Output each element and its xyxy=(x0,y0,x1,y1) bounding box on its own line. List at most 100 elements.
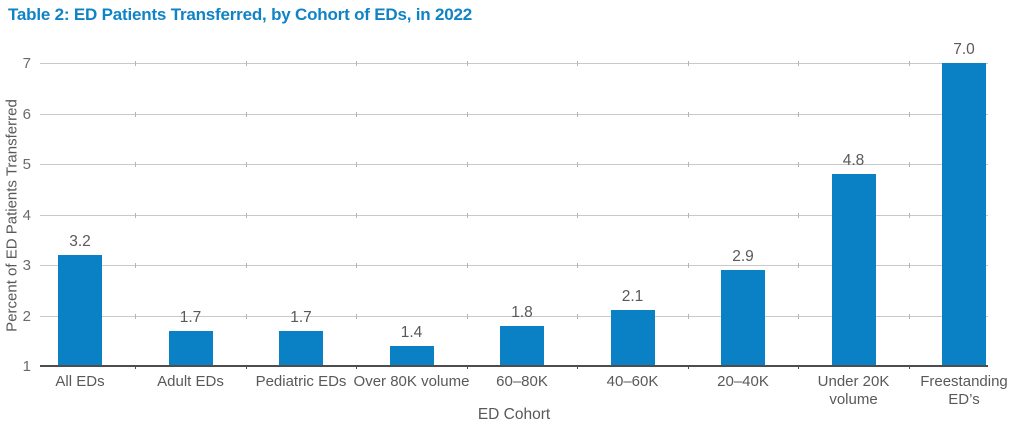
gridline-boundary-tick xyxy=(908,61,910,66)
gridline-boundary-tick xyxy=(356,111,358,117)
bar-under-20k-volume xyxy=(831,174,876,365)
gridline-boundary-tick xyxy=(687,313,689,319)
gridline-boundary-tick xyxy=(466,212,468,218)
y-tick-label: 4 xyxy=(22,206,31,224)
gridline-boundary-tick xyxy=(245,61,247,66)
gridline-boundary-tick xyxy=(135,365,137,369)
gridline-boundary-tick xyxy=(356,263,358,268)
gridline-boundary-tick xyxy=(245,162,247,167)
x-category-label: Freestanding ED’s xyxy=(920,373,1008,408)
gridline-boundary-tick xyxy=(908,212,910,218)
bar-value-label: 1.7 xyxy=(290,308,312,326)
gridline-boundary-tick xyxy=(577,61,579,66)
gridline-boundary-tick xyxy=(356,365,358,369)
gridline-boundary-tick xyxy=(798,162,800,167)
gridline-boundary-tick xyxy=(798,263,800,268)
gridline-boundary-tick xyxy=(466,111,468,117)
x-category-label: 40–60K xyxy=(606,373,659,390)
x-axis-line xyxy=(40,365,988,367)
gridline-boundary-tick xyxy=(908,111,910,117)
gridline-boundary-tick xyxy=(798,212,800,218)
x-axis-title: ED Cohort xyxy=(477,406,551,423)
gridline-boundary-tick xyxy=(135,313,137,319)
gridline-boundary-tick xyxy=(135,61,137,66)
gridline-boundary-tick xyxy=(577,365,579,369)
chart-title: Table 2: ED Patients Transferred, by Coh… xyxy=(8,5,473,24)
bar-20-40k xyxy=(721,270,765,365)
gridline-boundary-tick xyxy=(908,162,910,167)
gridline-boundary-tick xyxy=(687,162,689,167)
bar-value-label: 1.8 xyxy=(511,303,533,321)
y-tick-label: 7 xyxy=(22,55,31,72)
gridline-boundary-tick xyxy=(135,212,137,218)
gridline xyxy=(40,315,988,317)
bar-value-label: 2.1 xyxy=(621,288,644,306)
gridline-boundary-tick xyxy=(798,313,800,319)
bar-value-label: 3.2 xyxy=(69,232,91,250)
gridline-boundary-tick xyxy=(687,61,689,66)
gridline-boundary-tick xyxy=(577,212,579,218)
bar-over-80k-volume xyxy=(389,345,434,365)
gridline xyxy=(40,63,988,64)
gridline-boundary-tick xyxy=(908,313,910,319)
y-tick-label: 1 xyxy=(22,358,31,375)
gridline-boundary-tick xyxy=(687,212,689,218)
bar-60-80k xyxy=(500,325,544,365)
x-category-label: 60–80K xyxy=(496,373,548,390)
bar-value-label: 2.9 xyxy=(732,248,754,266)
gridline-boundary-tick xyxy=(135,111,137,117)
gridline-boundary-tick xyxy=(245,263,247,268)
y-tick-label: 2 xyxy=(22,307,31,325)
bar-freestanding-ed-s xyxy=(942,63,986,365)
y-tick-label: 6 xyxy=(22,105,31,123)
gridline-boundary-tick xyxy=(908,365,910,369)
gridline-boundary-tick xyxy=(245,111,247,117)
x-category-label: Adult EDs xyxy=(157,373,224,390)
gridline-boundary-tick xyxy=(135,162,137,167)
y-tick-label: 3 xyxy=(22,257,31,274)
gridline-boundary-tick xyxy=(245,365,247,369)
x-category-label: Pediatric EDs xyxy=(255,373,347,390)
gridline-boundary-tick xyxy=(687,365,689,369)
bar-value-label: 7.0 xyxy=(953,41,975,58)
bar-value-label: 1.7 xyxy=(179,308,202,326)
gridline xyxy=(40,164,988,165)
gridline-boundary-tick xyxy=(466,365,468,369)
gridline-boundary-tick xyxy=(798,111,800,117)
bar-pediatric-eds xyxy=(279,330,323,365)
gridline-boundary-tick xyxy=(466,313,468,319)
bar-value-label: 4.8 xyxy=(842,152,865,170)
gridline-boundary-tick xyxy=(356,162,358,167)
gridline-boundary-tick xyxy=(577,313,579,319)
gridline-boundary-tick xyxy=(577,111,579,117)
gridline-boundary-tick xyxy=(466,263,468,268)
y-tick-label: 5 xyxy=(22,156,31,173)
x-category-label: Under 20K volume xyxy=(817,373,890,408)
gridline-boundary-tick xyxy=(577,263,579,268)
gridline xyxy=(40,113,988,115)
gridline-boundary-tick xyxy=(577,162,579,167)
gridline-boundary-tick xyxy=(356,313,358,319)
gridline-boundary-tick xyxy=(135,263,137,268)
bar-value-label: 1.4 xyxy=(400,323,423,341)
gridline-boundary-tick xyxy=(466,61,468,66)
gridline-boundary-tick xyxy=(466,162,468,167)
gridline xyxy=(40,214,988,216)
gridline-boundary-tick xyxy=(798,365,800,369)
gridline-boundary-tick xyxy=(245,212,247,218)
bar-40-60k xyxy=(610,310,655,365)
x-category-label: Over 80K volume xyxy=(353,373,470,390)
gridline-boundary-tick xyxy=(245,313,247,319)
gridline-boundary-tick xyxy=(356,61,358,66)
gridline-boundary-tick xyxy=(687,111,689,117)
gridline xyxy=(40,265,988,266)
gridline-boundary-tick xyxy=(798,61,800,66)
x-category-label: 20–40K xyxy=(717,373,769,390)
gridline-boundary-tick xyxy=(908,263,910,268)
bar-all-eds xyxy=(58,254,102,365)
gridline-boundary-tick xyxy=(687,263,689,268)
x-category-label: All EDs xyxy=(55,373,105,390)
gridline-boundary-tick xyxy=(356,212,358,218)
bar-adult-eds xyxy=(168,330,213,365)
